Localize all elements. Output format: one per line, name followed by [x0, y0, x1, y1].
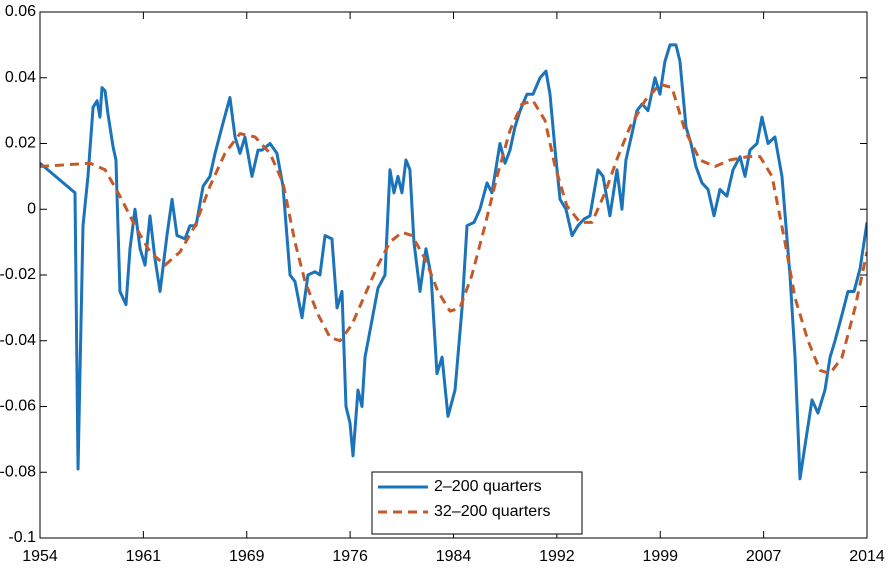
x-tick-label: 1999 [642, 548, 678, 565]
x-tick-label: 2014 [849, 548, 885, 565]
y-tick-label: -0.06 [0, 398, 36, 415]
x-tick-label: 1961 [126, 548, 162, 565]
y-tick-label: -0.02 [0, 266, 36, 283]
y-tick-label: -0.1 [8, 529, 36, 546]
x-tick-label: 1976 [332, 548, 368, 565]
plot-frame [39, 11, 868, 539]
legend-box [371, 471, 583, 535]
y-tick-label: 0 [27, 200, 36, 217]
x-tick-label: 1954 [22, 548, 58, 565]
plot-background [40, 12, 867, 538]
y-tick-label: 0.06 [5, 3, 36, 20]
x-tick-label: 1984 [436, 548, 472, 565]
x-tick-label: 2007 [746, 548, 782, 565]
series-line [40, 82, 867, 376]
x-tick-label: 1969 [229, 548, 265, 565]
series-line [40, 43, 867, 481]
y-tick-label: 0.04 [5, 69, 36, 86]
y-tick-label: -0.08 [0, 463, 36, 480]
x-tick-label: 1992 [539, 548, 575, 565]
legend-label: 2–200 quarters [434, 478, 542, 495]
y-tick-label: -0.04 [0, 332, 36, 349]
legend-label: 32–200 quarters [434, 503, 551, 520]
y-tick-label: 0.02 [5, 135, 36, 152]
